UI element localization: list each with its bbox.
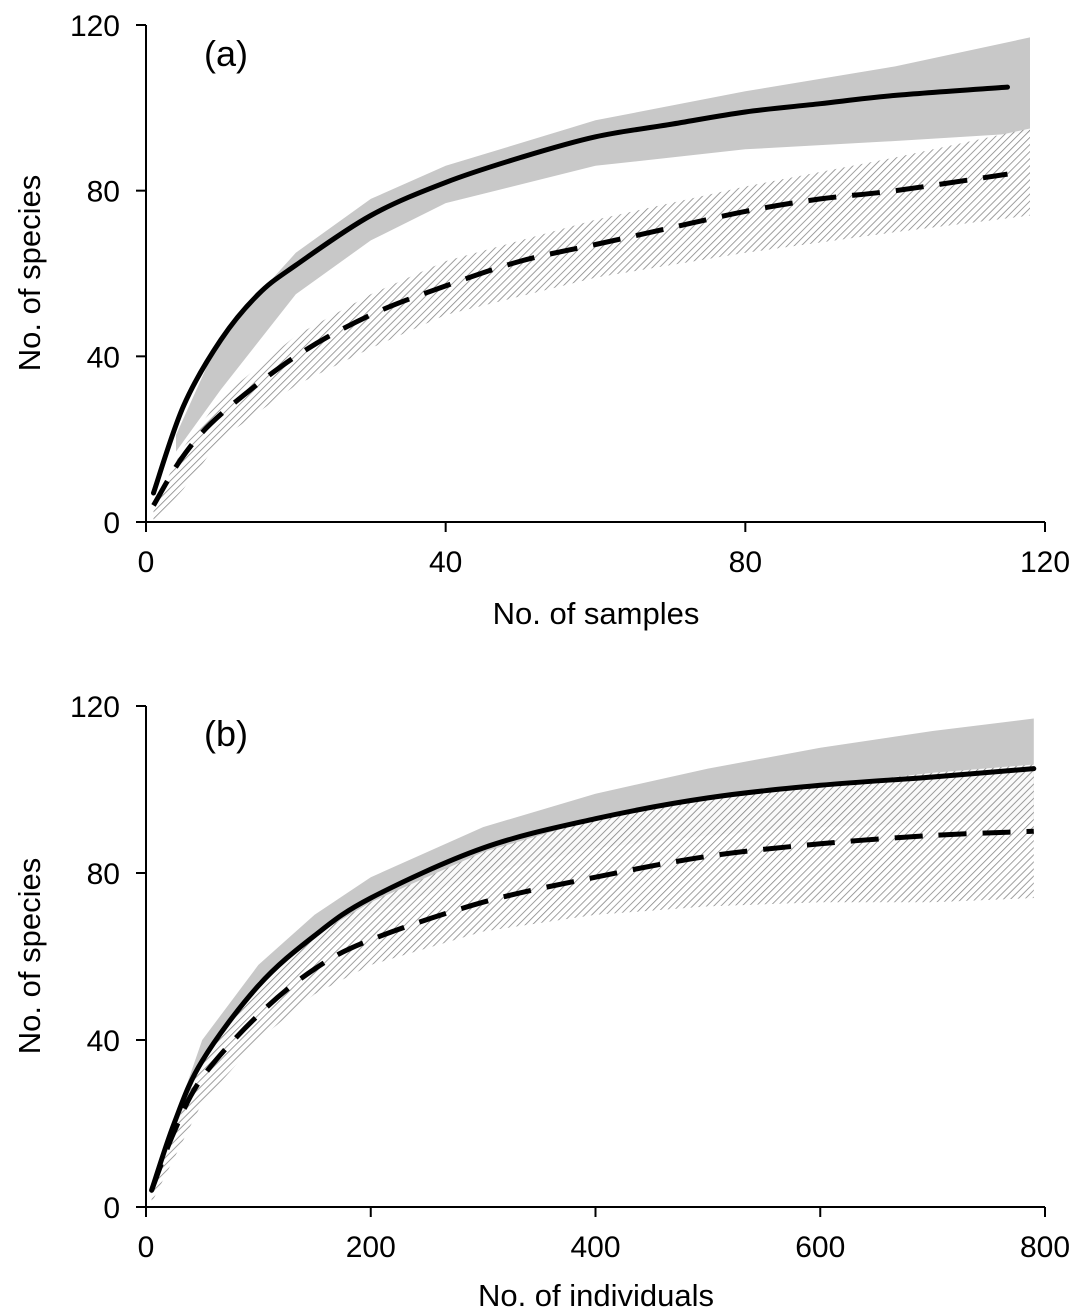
panel-b-x-tick-label: 400 [570, 1231, 620, 1264]
panel-b-x-tick-label: 200 [346, 1231, 396, 1264]
panel-b-y-axis-label: No. of species [12, 858, 47, 1054]
panel-a-x-tick-label: 120 [1020, 546, 1070, 579]
panel-a-label: (a) [204, 33, 248, 74]
panel-b-x-axis-label: No. of individuals [478, 1278, 714, 1312]
panel-a: 0 40 80 120 0 40 80 120 (a) No. of samples No. … [12, 10, 1070, 631]
panel-b-y-tick-label: 0 [103, 1192, 120, 1225]
panel-a-y-tick-label: 40 [87, 341, 120, 374]
panel-a-x-tick-label: 40 [429, 546, 462, 579]
panel-a-y-tick-label: 0 [103, 507, 120, 540]
panel-b-band-solid [151, 718, 1034, 1195]
panel-b-ticks: 0 200 400 600 800 0 40 80 120 [70, 691, 1070, 1264]
panel-b-x-tick-label: 800 [1020, 1231, 1070, 1264]
panel-b-label: (b) [204, 713, 248, 754]
panel-a-band-dashed [153, 128, 1030, 522]
panel-b-series-dashed-line [149, 828, 1034, 1192]
panel-a-y-tick-label: 80 [87, 176, 120, 209]
panel-a-y-tick-label: 120 [70, 10, 120, 43]
panel-a-x-tick-label: 80 [729, 546, 762, 579]
panel-a-band-solid [176, 37, 1030, 452]
panel-b-series-solid-line [149, 766, 1037, 1193]
panel-b-y-tick-label: 120 [70, 691, 120, 724]
panel-b-y-tick-label: 80 [87, 858, 120, 891]
panel-a-ticks: 0 40 80 120 0 40 80 120 [70, 10, 1070, 579]
panel-b-x-tick-label: 600 [795, 1231, 845, 1264]
panel-a-x-tick-label: 0 [138, 546, 155, 579]
panel-b-band-dashed [151, 764, 1034, 1203]
panel-a-series-dashed-line [151, 171, 1008, 507]
panel-a-y-axis-label: No. of species [12, 175, 47, 371]
panel-b: 0 200 400 600 800 0 40 80 120 (b) No. of individ… [12, 691, 1070, 1312]
panel-b-y-tick-label: 40 [87, 1025, 120, 1058]
panel-a-x-axis-label: No. of samples [493, 596, 700, 631]
panel-b-plot-area [149, 718, 1037, 1203]
panel-b-x-tick-label: 0 [138, 1231, 155, 1264]
panel-a-plot-area [151, 37, 1030, 522]
panel-a-series-solid-line [151, 84, 1010, 496]
